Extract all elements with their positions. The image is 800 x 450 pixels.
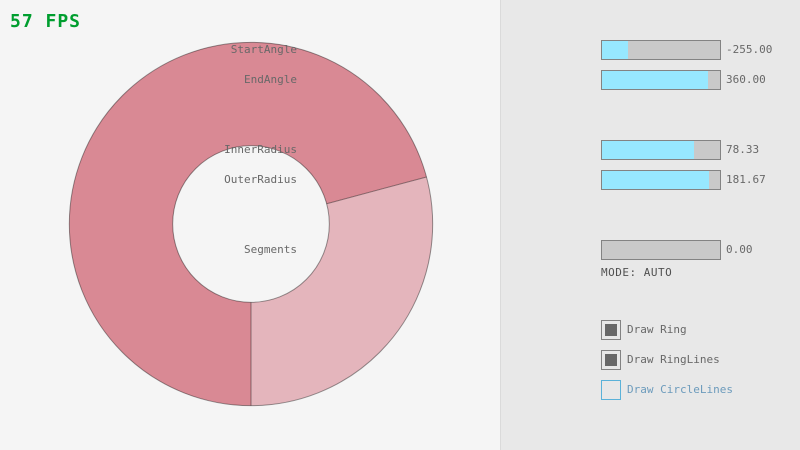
endangle-label: EndAngle [244, 73, 297, 86]
startangle-label: StartAngle [230, 43, 297, 56]
endangle-slider[interactable] [601, 70, 721, 90]
endangle-slider-fill [602, 71, 709, 89]
outerradius-slider-fill [602, 171, 710, 189]
fps-counter: 57 FPS [10, 11, 82, 32]
segments-slider[interactable] [601, 240, 721, 260]
segments-mode-text: MODE: AUTO [601, 266, 673, 279]
ring-radial-line [326, 176, 427, 205]
ring-wedge-single-pass [251, 176, 433, 406]
innerradius-value: 78.33 [726, 143, 760, 156]
settings-panel: StartAngle -255.00 EndAngle 360.00 Inner… [224, 0, 800, 450]
draw-ringlines-label: Draw RingLines [627, 353, 720, 366]
ring-outer-line [68, 41, 434, 407]
innerradius-label: InnerRadius [224, 143, 297, 156]
segments-value: 0.00 [726, 243, 753, 256]
innerradius-slider-fill [602, 141, 695, 159]
check-mark [605, 354, 617, 366]
draw-ring-label: Draw Ring [627, 323, 687, 336]
draw-ringlines-checkbox-box[interactable] [601, 350, 621, 370]
segments-label: Segments [244, 243, 297, 256]
check-mark [605, 324, 617, 336]
ring-canvas [68, 41, 434, 407]
draw-ring-checkbox-box[interactable] [601, 320, 621, 340]
startangle-slider[interactable] [601, 40, 721, 60]
draw-circlelines-checkbox-box[interactable] [601, 380, 621, 400]
startangle-slider-fill [602, 41, 628, 59]
startangle-value: -255.00 [726, 43, 773, 56]
outerradius-value: 181.67 [726, 173, 766, 186]
ring-wedge-double-pass [69, 42, 427, 406]
outerradius-label: OuterRadius [224, 173, 297, 186]
ring-inner-line [172, 145, 330, 303]
endangle-value: 360.00 [726, 73, 766, 86]
draw-circlelines-label: Draw CircleLines [627, 383, 733, 396]
outerradius-slider[interactable] [601, 170, 721, 190]
innerradius-slider[interactable] [601, 140, 721, 160]
